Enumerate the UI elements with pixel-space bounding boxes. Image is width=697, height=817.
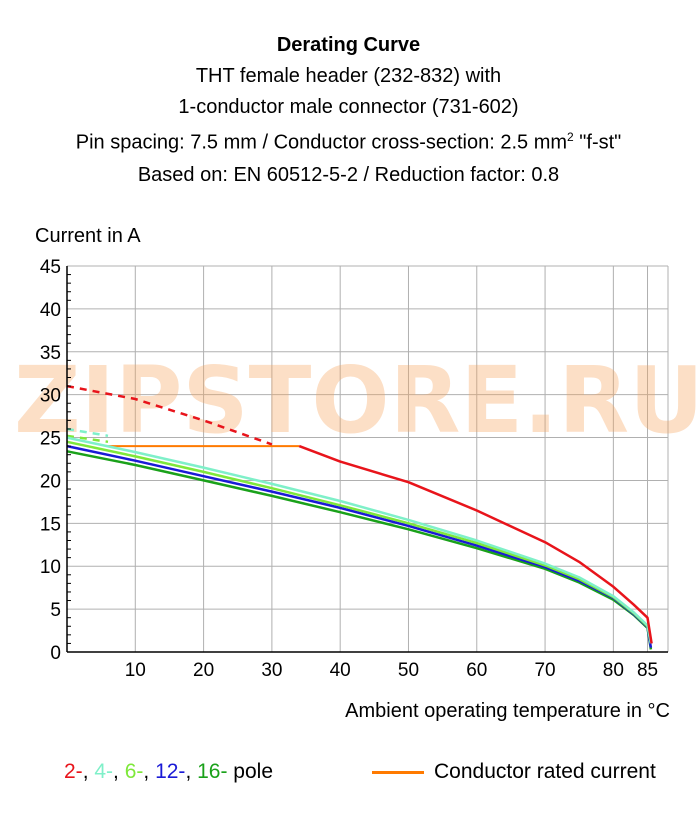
legend-item-12-pole: 12- [155, 760, 186, 783]
x-tick-label-70: 70 [534, 660, 555, 681]
legend-separator: , [143, 760, 156, 783]
x-tick-label-20: 20 [193, 660, 214, 681]
subtitle-3-suffix: "f-st" [573, 131, 622, 154]
y-tick-label-45: 45 [40, 257, 61, 278]
legend-pole-items: 2-, 4-, 6-, 12-, 16- [64, 760, 227, 783]
legend-separator: , [185, 760, 198, 783]
series-2-pole-line [298, 444, 653, 644]
legend-rated-label: Conductor rated current [434, 760, 656, 783]
x-tick-label-50: 50 [398, 660, 419, 681]
series-16-pole-line [66, 450, 653, 650]
watermark: ZIPSTORE.RU [14, 347, 697, 454]
chart-grid [67, 265, 669, 653]
derating-chart: ZIPSTORE.RU 0 5 10 15 20 25 30 35 40 45 10 20 30 40 50… [14, 225, 697, 722]
y-axis-label: Current in A [35, 225, 141, 247]
y-tick-label-40: 40 [40, 300, 61, 321]
legend-rated: Conductor rated current [372, 760, 656, 784]
chart-subtitle-2: 1-conductor male connector (731-602) [178, 96, 519, 118]
x-tick-label-80: 80 [603, 660, 624, 681]
legend-separator: , [82, 760, 95, 783]
x-tick-label-10: 10 [125, 660, 146, 681]
legend-item-4-pole: 4- [94, 760, 114, 783]
y-tick-label-15: 15 [40, 514, 61, 535]
series-6-pole-dashed [66, 434, 109, 444]
y-tick-label-35: 35 [40, 343, 61, 364]
series-2-pole-dashed [66, 384, 273, 446]
y-tick-label-25: 25 [40, 429, 61, 450]
chart-subtitle-4: Based on: EN 60512-5-2 / Reduction facto… [137, 164, 560, 186]
subtitle-3-main: Pin spacing: 7.5 mm / Conductor cross-se… [75, 131, 568, 154]
legend-item-2-pole: 2- [64, 760, 83, 783]
series-4-pole-dashed [66, 427, 109, 438]
legend-poles: 2-, 4-, 6-, 12-, 16- pole [64, 760, 273, 784]
y-tick-label-30: 30 [40, 386, 61, 407]
series-12-pole-line [66, 444, 653, 648]
y-tick-label-5: 5 [50, 600, 61, 621]
series-6-pole-line [66, 440, 653, 644]
x-tick-label-40: 40 [330, 660, 351, 681]
x-tick-label-30: 30 [261, 660, 282, 681]
x-tick-label-85: 85 [637, 660, 658, 681]
series-4-pole-line [66, 436, 653, 644]
legend-separator: , [113, 760, 125, 783]
y-tick-label-20: 20 [40, 471, 61, 492]
y-tick-label-0: 0 [50, 643, 61, 664]
x-tick-label-60: 60 [466, 660, 487, 681]
legend-rated-swatch [372, 770, 424, 774]
chart-axes: 0 5 10 15 20 25 30 35 40 45 10 20 30 40 50 60 70 80 85 [40, 257, 668, 681]
chart-subtitle-3: Pin spacing: 7.5 mm / Conductor cross-se… [0, 130, 697, 155]
chart-subtitle-1: THT female header (232-832) with [195, 65, 502, 87]
legend-pole-suffix: pole [227, 760, 274, 783]
chart-title: Derating Curve [276, 34, 421, 56]
legend-item-6-pole: 6- [124, 760, 144, 783]
chart-series [66, 384, 653, 650]
subtitle-3-sup: 2 [567, 130, 574, 144]
x-axis-label: Ambient operating temperature in °C [345, 700, 670, 722]
legend-item-16-pole: 16- [197, 760, 228, 783]
y-tick-label-10: 10 [40, 557, 61, 578]
